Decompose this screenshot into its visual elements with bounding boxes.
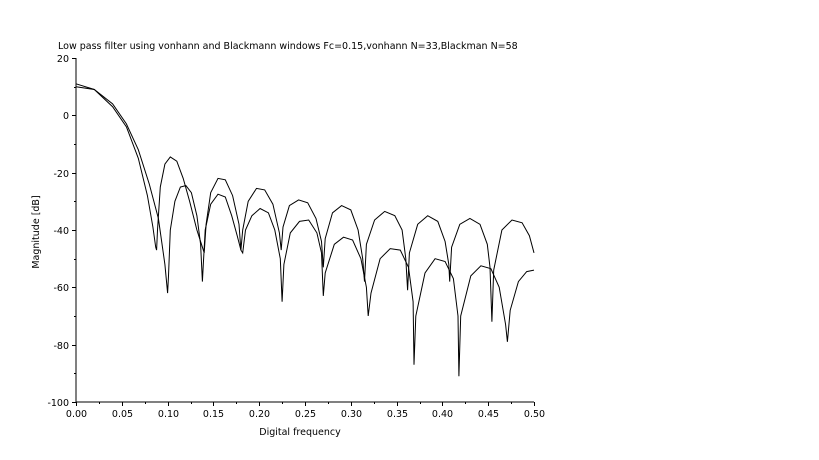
y-tick-label: -40 [53, 226, 69, 237]
x-tick-label: 0.05 [112, 409, 133, 420]
y-tick-label: -100 [47, 398, 69, 409]
y-tick-label: 20 [57, 54, 69, 65]
x-tick-label: 0.50 [524, 409, 545, 420]
y-tick-label: -80 [53, 341, 69, 352]
plot-curves [75, 83, 535, 377]
x-axis: 0.00 0.05 0.10 0.15 0.20 0.25 0.30 0.35 0.40 0.45… [66, 401, 545, 420]
y-axis-label: Magnitude [dB] [31, 195, 42, 268]
series-line-1 [75, 83, 535, 322]
x-tick-label: 0.45 [478, 409, 499, 420]
x-tick-label: 0.25 [295, 409, 316, 420]
x-tick-label: 0.00 [66, 409, 87, 420]
y-tick-label: 0 [63, 111, 69, 122]
y-tick-label: -60 [53, 283, 69, 294]
y-axis: 20 0 -20 -40 -60 -80 -100 [47, 54, 77, 409]
x-tick-label: 0.30 [341, 409, 362, 420]
y-tick-label: -20 [53, 169, 69, 180]
x-tick-label: 0.20 [249, 409, 270, 420]
series-line-2 [75, 86, 535, 377]
x-axis-label: Digital frequency [259, 427, 341, 438]
x-tick-label: 0.40 [432, 409, 453, 420]
x-tick-label: 0.10 [158, 409, 179, 420]
x-tick-label: 0.35 [387, 409, 408, 420]
chart-title: Low pass filter using vonhann and Blackm… [58, 41, 518, 52]
x-tick-label: 0.15 [203, 409, 224, 420]
